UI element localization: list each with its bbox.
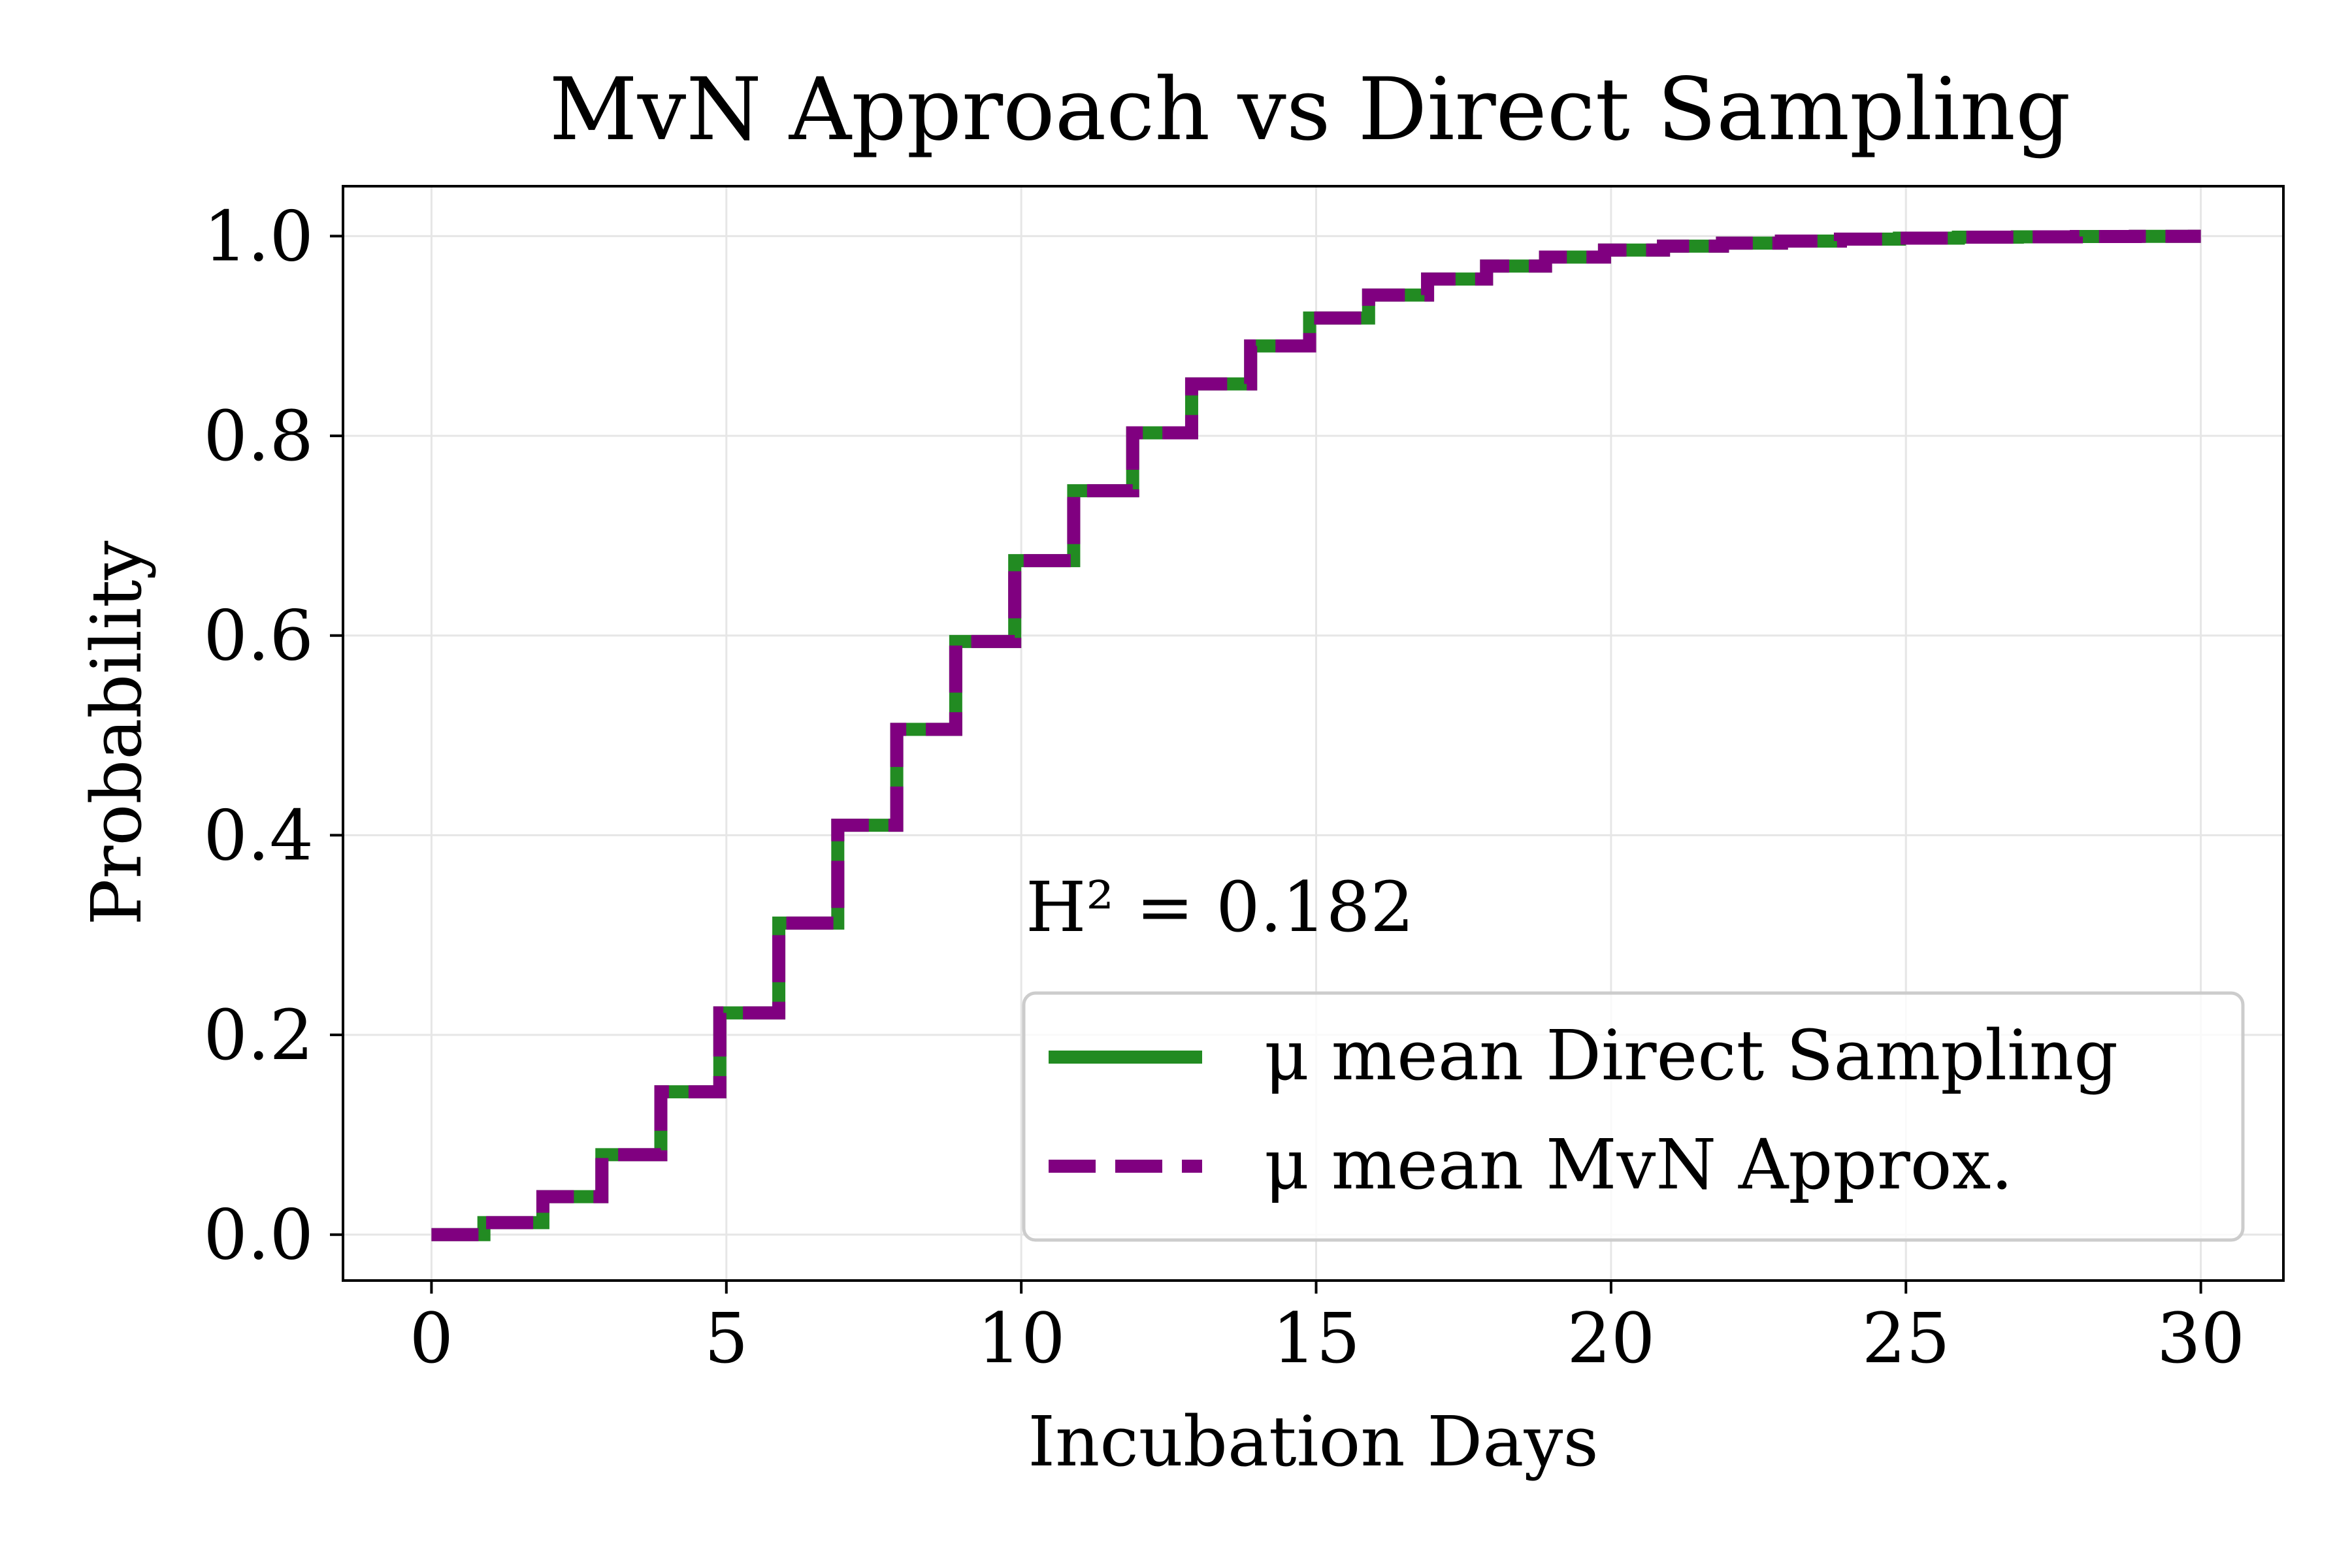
y-tick-label: 0.0	[203, 1195, 314, 1275]
x-tick-label: 10	[977, 1298, 1066, 1379]
y-tick-label: 0.8	[203, 396, 314, 476]
x-tick-label: 15	[1272, 1298, 1360, 1379]
x-axis-label: Incubation Days	[1028, 1401, 1599, 1482]
x-tick-label: 0	[410, 1298, 453, 1379]
x-tick-label: 30	[2157, 1298, 2245, 1379]
annotation-h2: H² = 0.182	[1026, 867, 1414, 947]
y-axis-label: Probability	[76, 540, 157, 925]
series-line-1	[431, 229, 2201, 1241]
y-tick-label: 0.4	[203, 795, 314, 875]
y-axis-ticks: 0.0 0.2 0.4 0.6 0.8 1.0	[203, 196, 343, 1275]
legend: μ mean Direct Sampling μ mean MvN Approx…	[1022, 991, 2245, 1242]
x-tick-label: 25	[1862, 1298, 1950, 1379]
y-tick-label: 1.0	[203, 196, 314, 276]
series-layer	[431, 229, 2201, 1241]
x-tick-label: 5	[704, 1298, 748, 1379]
y-tick-label: 0.6	[203, 596, 314, 676]
legend-label-mvn-approx: μ mean MvN Approx.	[1264, 1124, 2013, 1205]
x-tick-label: 20	[1567, 1298, 1655, 1379]
chart-title: MvN Approach vs Direct Sampling	[549, 59, 2071, 160]
legend-label-direct-sampling: μ mean Direct Sampling	[1264, 1015, 2118, 1096]
legend-box	[1022, 991, 2245, 1242]
x-axis-ticks: 0 5 10 15 20 25 30	[410, 1281, 2245, 1379]
axes-frame	[342, 185, 2285, 1282]
y-tick-label: 0.2	[203, 995, 314, 1075]
